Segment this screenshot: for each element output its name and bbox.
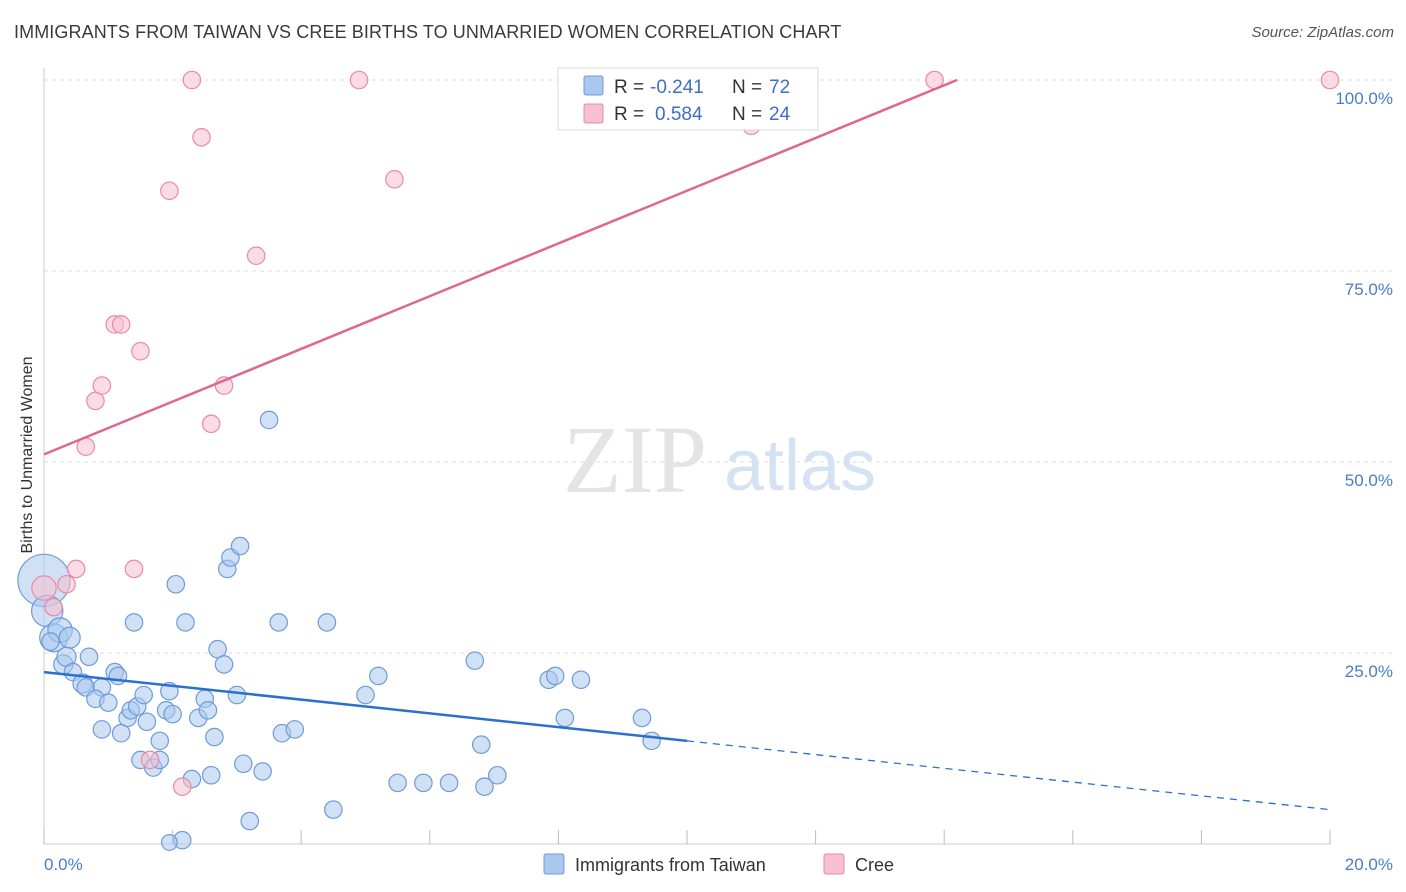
point-taiwan-52 [317, 613, 337, 632]
grid-lines [44, 79, 1392, 654]
bottom-legend-label-pink: Cree [855, 855, 894, 875]
point-taiwan-64 [545, 666, 565, 686]
tick-labels: 100.0% 75.0% 50.0% 25.0% 0.0% 20.0% [44, 89, 1393, 874]
watermark-atlas: atlas [724, 426, 876, 506]
legend-r-label-2: R = [614, 104, 644, 125]
point-taiwan-55 [369, 666, 388, 686]
series-immigrants-from-taiwan [17, 410, 661, 851]
point-taiwan-37 [201, 765, 221, 785]
point-taiwan-51 [285, 720, 305, 739]
legend-n-value-2: 24 [769, 104, 791, 125]
point-cree-15 [192, 128, 211, 147]
point-taiwan-7 [79, 647, 99, 667]
y-tick-label-3: 25.0% [1345, 662, 1393, 681]
point-taiwan-67 [632, 708, 652, 728]
point-taiwan-47 [253, 762, 272, 781]
axes [43, 68, 1331, 845]
point-cree-1 [44, 597, 63, 617]
trend-line-taiwan [43, 670, 688, 743]
legend-swatch-blue [583, 75, 604, 96]
point-taiwan-40 [214, 655, 234, 674]
point-taiwan-44 [230, 536, 250, 556]
point-taiwan-16 [92, 720, 112, 739]
point-taiwan-13 [99, 693, 118, 712]
legend-n-value-1: 72 [769, 77, 790, 98]
y-tick-label-1: 75.0% [1345, 280, 1393, 299]
chart-source: Source: ZipAtlas.com [1251, 24, 1394, 41]
point-taiwan-36 [198, 701, 218, 720]
point-cree-10 [140, 750, 160, 770]
point-taiwan-38 [205, 727, 224, 747]
point-taiwan-43 [227, 685, 247, 705]
legend-r-value-2: 0.584 [655, 104, 703, 125]
chart-title: IMMIGRANTS FROM TAIWAN VS CREE BIRTHS TO… [14, 22, 842, 42]
point-taiwan-65 [555, 708, 575, 728]
point-taiwan-15 [108, 666, 128, 686]
point-taiwan-4 [58, 626, 81, 649]
legend-n-label-1: N = [732, 77, 762, 98]
point-taiwan-59 [465, 651, 485, 670]
point-cree-0 [31, 575, 57, 601]
watermark-zip: ZIP [563, 406, 707, 513]
legend-box: R = -0.241 N = 72 R = 0.584 N = 24 [557, 67, 819, 131]
point-cree-11 [124, 559, 144, 579]
point-taiwan-22 [137, 712, 157, 732]
point-taiwan-53 [324, 800, 343, 819]
point-taiwan-32 [176, 613, 195, 632]
point-cree-20 [385, 170, 404, 189]
point-taiwan-31 [166, 574, 186, 594]
bottom-legend-label-blue: Immigrants from Taiwan [575, 855, 766, 875]
watermark: ZIP atlas [563, 406, 876, 513]
point-taiwan-49 [269, 613, 288, 632]
point-cree-6 [92, 376, 112, 395]
point-cree-19 [349, 70, 369, 90]
trend-lines [43, 78, 1331, 811]
point-taiwan-62 [488, 765, 507, 785]
y-tick-label-0: 100.0% [1335, 89, 1393, 108]
point-taiwan-21 [134, 685, 153, 705]
point-cree-13 [172, 777, 192, 796]
trend-line-cree [43, 78, 958, 456]
trend-line-taiwan-extension [686, 740, 1331, 811]
point-taiwan-66 [571, 670, 591, 690]
point-taiwan-70 [160, 834, 178, 851]
x-tick-label-1: 20.0% [1345, 855, 1393, 874]
point-taiwan-46 [240, 811, 260, 831]
point-cree-12 [160, 181, 179, 201]
point-taiwan-30 [163, 704, 182, 724]
y-axis-title: Births to Unmarried Women [19, 356, 36, 553]
point-taiwan-56 [388, 773, 407, 793]
point-taiwan-45 [234, 754, 253, 774]
point-cree-14 [182, 70, 202, 90]
point-cree-8 [111, 315, 131, 334]
bottom-legend-swatch-pink [823, 853, 845, 875]
bottom-legend: Immigrants from Taiwan Cree [543, 853, 894, 875]
point-taiwan-68 [642, 731, 661, 751]
legend-r-label-1: R = [614, 77, 644, 98]
point-taiwan-57 [414, 773, 433, 793]
point-taiwan-48 [259, 410, 279, 430]
point-cree-9 [131, 341, 150, 361]
point-taiwan-27 [150, 731, 170, 751]
bottom-legend-swatch-blue [543, 853, 565, 875]
legend-swatch-pink [583, 103, 604, 124]
point-cree-23 [1320, 70, 1340, 90]
legend-r-value-1: -0.241 [650, 77, 704, 98]
point-taiwan-60 [471, 735, 491, 754]
point-taiwan-58 [439, 773, 459, 793]
point-taiwan-71 [41, 632, 60, 651]
point-cree-2 [57, 574, 76, 594]
point-cree-16 [201, 414, 221, 434]
x-tick-label-0: 0.0% [44, 855, 83, 874]
point-cree-18 [246, 246, 266, 266]
point-cree-3 [66, 559, 86, 579]
y-tick-label-2: 50.0% [1345, 471, 1393, 490]
legend-n-label-2: N = [732, 104, 762, 125]
point-taiwan-23 [124, 613, 144, 632]
point-taiwan-61 [475, 777, 494, 796]
point-taiwan-54 [356, 685, 375, 705]
